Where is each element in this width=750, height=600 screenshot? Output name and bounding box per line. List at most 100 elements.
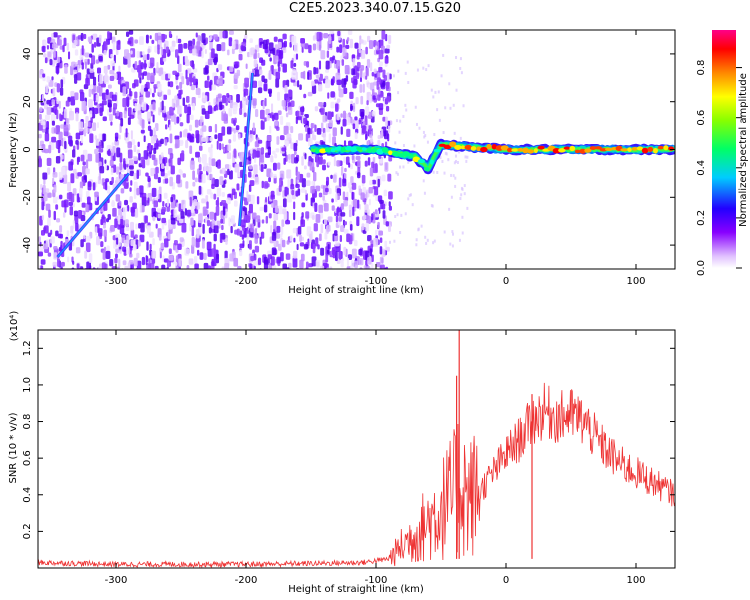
heatmap-cell xyxy=(335,60,341,70)
heatmap-cell xyxy=(331,247,337,256)
heatmap-cell xyxy=(138,153,141,161)
heatmap-cell xyxy=(203,67,208,75)
heatmap-cell xyxy=(382,203,386,210)
heatmap-cell xyxy=(305,180,311,187)
heatmap-cell xyxy=(300,216,304,225)
heatmap-cell xyxy=(386,72,390,82)
heatmap-cell xyxy=(151,250,157,259)
heatmap-signal-blob xyxy=(605,147,613,152)
heatmap-cell xyxy=(335,193,338,203)
heatmap-signal-blob xyxy=(558,148,566,153)
heatmap-cell xyxy=(79,55,84,60)
heatmap-cell xyxy=(274,205,279,213)
heatmap-cell xyxy=(226,92,230,98)
heatmap-cell xyxy=(269,125,272,134)
heatmap-cell xyxy=(465,159,468,163)
top-y-tick-label: -20 xyxy=(22,189,33,205)
heatmap-cell xyxy=(113,103,118,110)
heatmap-cell xyxy=(221,224,224,231)
heatmap-cell xyxy=(90,116,93,124)
heatmap-cell xyxy=(52,87,56,97)
heatmap-cell xyxy=(349,38,354,49)
heatmap-cell xyxy=(311,158,314,164)
heatmap-cell xyxy=(325,187,329,193)
heatmap-cell xyxy=(342,47,346,57)
heatmap-cell xyxy=(53,210,56,221)
heatmap-cell xyxy=(80,154,85,162)
heatmap-cell xyxy=(238,53,243,61)
heatmap-cell xyxy=(287,179,290,189)
top-x-axis-title: Height of straight line (km) xyxy=(288,285,424,296)
heatmap-cell xyxy=(290,126,294,134)
heatmap-cell xyxy=(331,198,334,203)
heatmap-signal-blob xyxy=(429,159,434,165)
heatmap-cell xyxy=(454,154,457,158)
heatmap-cell xyxy=(228,139,232,144)
heatmap-cell xyxy=(211,158,216,167)
heatmap-cell xyxy=(386,96,391,103)
heatmap-cell xyxy=(169,106,174,116)
bottom-y-axis-title: SNR (10 * v/v) xyxy=(8,412,19,483)
heatmap-cell xyxy=(340,126,343,135)
heatmap-cell xyxy=(151,39,155,44)
heatmap-cell xyxy=(322,78,326,84)
heatmap-cell xyxy=(50,229,53,235)
heatmap-cell xyxy=(116,147,121,158)
heatmap-cell xyxy=(134,61,138,69)
heatmap-cell xyxy=(125,128,128,138)
heatmap-cell xyxy=(373,68,377,74)
heatmap-cell xyxy=(369,95,372,104)
heatmap-cell xyxy=(329,33,332,39)
heatmap-cell xyxy=(217,64,223,71)
heatmap-cell xyxy=(189,77,192,87)
heatmap-cell xyxy=(192,48,197,56)
heatmap-cell xyxy=(105,93,111,100)
heatmap-cell xyxy=(40,121,46,126)
heatmap-cell xyxy=(133,257,138,267)
heatmap-cell xyxy=(315,67,319,74)
heatmap-cell xyxy=(272,173,277,179)
heatmap-cell xyxy=(214,123,218,133)
heatmap-cell xyxy=(399,165,402,169)
heatmap-cell xyxy=(183,43,188,49)
heatmap-cell xyxy=(131,139,136,146)
heatmap-cell xyxy=(147,61,151,67)
heatmap-cell xyxy=(235,125,240,131)
heatmap-cell xyxy=(73,39,78,46)
heatmap-cell xyxy=(165,46,170,54)
heatmap-cell xyxy=(371,263,374,269)
heatmap-cell xyxy=(184,55,188,63)
heatmap-cell xyxy=(233,200,238,207)
heatmap-cell xyxy=(181,222,187,233)
heatmap-cell xyxy=(219,101,223,111)
heatmap-cell xyxy=(368,125,372,135)
heatmap-cell xyxy=(128,88,132,96)
heatmap-cell xyxy=(360,49,366,59)
heatmap-cell xyxy=(207,166,212,173)
heatmap-cell xyxy=(360,192,365,200)
heatmap-cell xyxy=(130,50,133,55)
heatmap-cell xyxy=(186,68,192,74)
heatmap-cell xyxy=(460,71,463,75)
heatmap-cell xyxy=(358,204,361,210)
heatmap-cell xyxy=(389,240,392,244)
heatmap-cell xyxy=(315,185,321,192)
heatmap-signal-blob xyxy=(522,147,529,154)
heatmap-cell xyxy=(182,130,188,138)
heatmap-cell xyxy=(74,74,78,84)
heatmap-cell xyxy=(436,170,439,174)
heatmap-cell xyxy=(60,79,64,88)
heatmap-cell xyxy=(217,159,221,169)
heatmap-cell xyxy=(395,171,398,175)
heatmap-cell xyxy=(137,240,141,247)
heatmap-cell xyxy=(163,192,168,199)
heatmap-cell xyxy=(92,267,96,269)
heatmap-cell xyxy=(72,145,76,151)
heatmap-cell xyxy=(323,101,327,108)
heatmap-cell xyxy=(346,37,350,42)
heatmap-cell xyxy=(466,155,469,159)
heatmap-cell xyxy=(452,174,455,178)
heatmap-cell xyxy=(153,147,157,154)
heatmap-cell xyxy=(43,53,47,58)
colorbar-tick-label: 0.0 xyxy=(696,260,707,276)
